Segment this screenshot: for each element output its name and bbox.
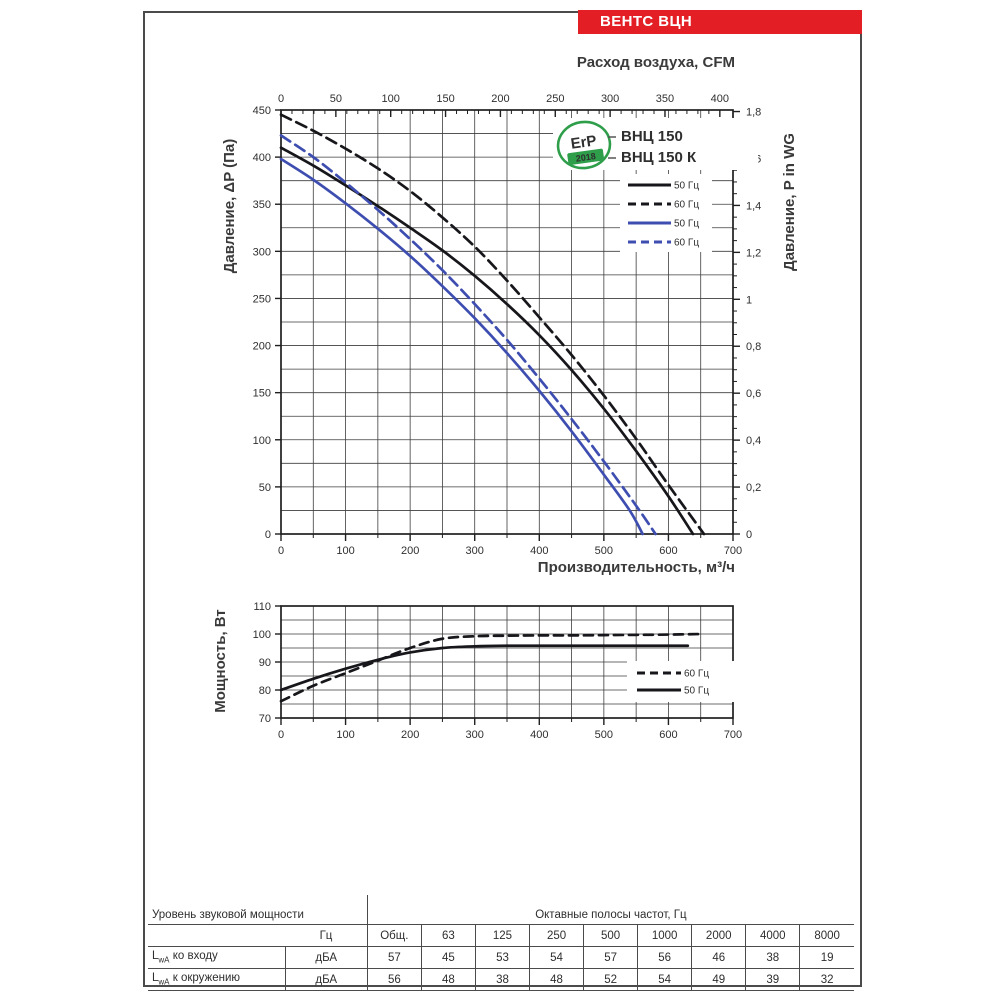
table-cell: 54: [528, 946, 584, 969]
table-cell: 46: [691, 946, 746, 969]
table-col-header: 1000: [637, 924, 692, 947]
table-col-header: Общ.: [366, 924, 422, 947]
table-row: LwA ко входу дБА 57 45 53 54 57 56 46 38 19: [148, 946, 854, 969]
table-col-header: 125: [474, 924, 530, 947]
table-col-header: 4000: [745, 924, 800, 947]
table-section-header-left: Уровень звуковой мощности: [148, 895, 368, 925]
table-cell: 56: [366, 968, 422, 991]
page-frame: [143, 11, 862, 987]
table-unit-header: Гц: [285, 924, 368, 947]
table-cell: 48: [420, 968, 476, 991]
page-title-banner: ВЕНТС ВЦН: [578, 10, 862, 34]
table-cell: 53: [474, 946, 530, 969]
table-col-header: 250: [528, 924, 584, 947]
table-cell: 38: [745, 946, 800, 969]
table-col-header: 2000: [691, 924, 746, 947]
page-title: ВЕНТС ВЦН: [600, 13, 693, 30]
right-axis-title: Давление, P in WG: [781, 133, 798, 271]
table-cell: 39: [745, 968, 800, 991]
table-cell: 38: [474, 968, 530, 991]
table-cell: 32: [799, 968, 854, 991]
power-axis-title: Мощность, Вт: [212, 609, 229, 713]
table-empty-cell: [148, 924, 286, 947]
left-axis-title: Давление, ΔP (Па): [221, 138, 238, 274]
table-cell: 57: [366, 946, 422, 969]
table-cell: 19: [799, 946, 854, 969]
table-header-row: Уровень звуковой мощности Октавные полосы…: [148, 895, 854, 925]
table-col-header: 500: [583, 924, 638, 947]
table-cell: 48: [528, 968, 584, 991]
table-cell: 49: [691, 968, 746, 991]
table-cell: 57: [583, 946, 638, 969]
table-subheader-row: Гц Общ. 63 125 250 500 1000 2000 4000 8000: [148, 924, 854, 947]
table-row-unit: дБА: [285, 946, 368, 969]
table-row-label: LwA ко входу: [148, 946, 286, 969]
table-cell: 54: [637, 968, 692, 991]
top-axis-title: Расход воздуха, CFM: [576, 54, 735, 71]
sound-power-table: Уровень звуковой мощности Октавные полосы…: [148, 895, 854, 991]
table-row-label: LwA к окружению: [148, 968, 286, 991]
table-col-header: 63: [420, 924, 476, 947]
table-cell: 52: [583, 968, 638, 991]
table-row-unit: дБА: [285, 968, 368, 991]
table-cell: 56: [637, 946, 692, 969]
table-col-header: 8000: [799, 924, 854, 947]
bottom-axis-title: Производительность, м³/ч: [537, 559, 735, 576]
table-row: LwA к окружению дБА 56 48 38 48 52 54 49 39 32: [148, 968, 854, 991]
table-cell: 45: [420, 946, 476, 969]
table-section-header-right: Октавные полосы частот, Гц: [367, 895, 854, 925]
